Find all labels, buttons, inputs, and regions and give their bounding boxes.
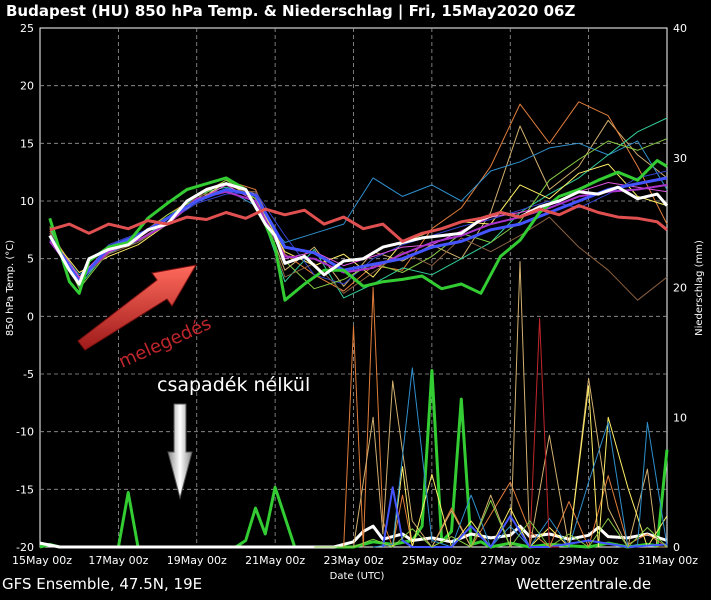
y-axis-label: 850 hPa Temp. (°C) [5,240,16,336]
annotation-no-precip: csapadék nélkül [157,374,310,396]
x-tick-label: 25May 00z [402,554,462,567]
y2-tick-label: 30 [673,152,687,165]
y2-tick-label: 10 [673,411,687,424]
y-tick-label: 5 [27,253,34,266]
y-tick-label: 0 [27,310,34,323]
down-arrow [167,403,193,500]
x-tick-label: 17May 00z [88,554,148,567]
y-axis-ticks: 25 20 15 10 5 0 -5 -10 -15 -20 [16,22,34,554]
temp-main-series-line-2 [48,159,668,302]
y-tick-label: -20 [16,541,34,554]
y-tick-label: 15 [20,137,34,150]
footer-model: GFS Ensemble, 47.5N, 19E [2,575,202,593]
temp-series-line-1 [49,101,668,292]
y-tick-label: 25 [20,22,34,35]
y2-tick-label: 0 [673,541,680,554]
temp-main-series-line-4 [49,204,668,243]
temp-series-line-4 [49,163,668,278]
y-tick-label: -10 [16,426,34,439]
y-tick-label: 10 [20,195,34,208]
precip-series-line-8 [314,499,668,548]
precip-series-line-7 [529,318,560,548]
temp-main-series-line-0 [49,183,668,281]
y2-tick-label: 20 [673,282,687,295]
x-tick-label: 29May 00z [559,554,619,567]
precip-series-line-3 [353,261,667,548]
grid-lines [40,28,667,547]
y-tick-label: -5 [23,368,34,381]
x-tick-label: 15May 00z [12,554,72,567]
x-tick-label: 31May 00z [638,554,698,567]
y2-axis-label: Niederschlag (mm) [694,240,705,336]
x-axis-ticks: 15May 00z 17May 00z 19May 00z 21May 00z 23Ma… [12,554,698,567]
warming-arrow [77,264,197,351]
x-tick-label: 21May 00z [245,554,305,567]
y-tick-label: 20 [20,80,34,93]
chart-title: Budapest (HU) 850 hPa Temp. & Niederschl… [6,2,575,21]
temp-main-series-line-3 [48,182,669,286]
x-tick-label: 27May 00z [480,554,540,567]
series-layer [39,101,669,549]
footer-source: Wetterzentrale.de [516,575,651,593]
precip-series-line-1 [39,524,668,549]
x-tick-label: 23May 00z [323,554,383,567]
y2-tick-label: 40 [673,22,687,35]
y-tick-label: -15 [16,483,34,496]
x-axis-label: Date (UTC) [330,571,385,582]
precip-series-line-6 [381,486,668,548]
x-tick-label: 19May 00z [167,554,227,567]
y2-axis-ticks: 40 30 20 10 0 [673,22,687,554]
